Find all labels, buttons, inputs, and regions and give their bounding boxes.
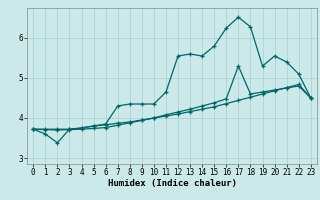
X-axis label: Humidex (Indice chaleur): Humidex (Indice chaleur) — [108, 179, 236, 188]
